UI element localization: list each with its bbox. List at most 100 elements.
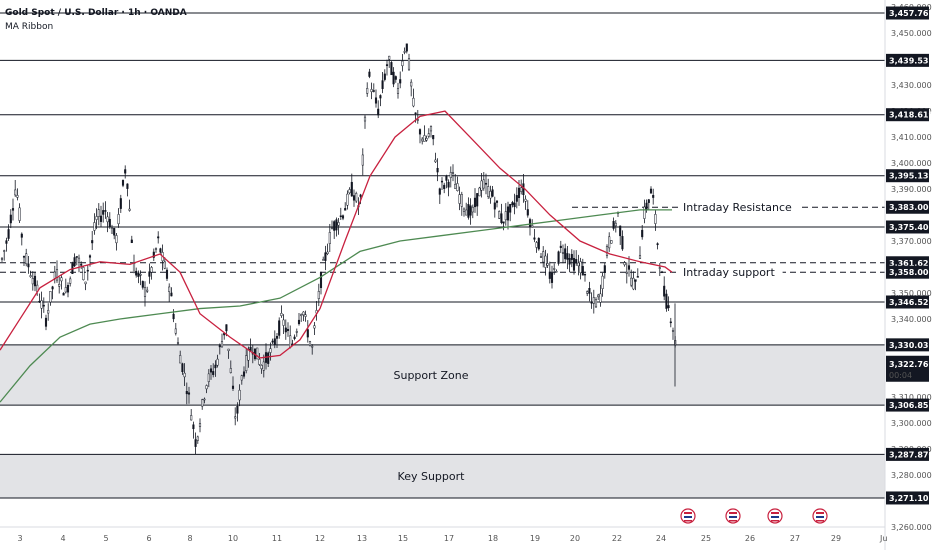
candle-body xyxy=(324,252,327,261)
candle-body xyxy=(128,208,131,211)
candle-body xyxy=(313,325,316,329)
candle-body xyxy=(58,283,61,287)
candle-body xyxy=(553,268,556,270)
candle-body xyxy=(339,215,342,218)
candle-body xyxy=(29,275,32,278)
time-tick-label: 17 xyxy=(444,534,454,543)
candle-body xyxy=(280,313,283,316)
ma-fast-line xyxy=(0,110,673,359)
candle-body xyxy=(528,219,532,228)
candle-body xyxy=(335,219,338,231)
candle-body xyxy=(33,275,37,287)
candle-body xyxy=(440,180,444,183)
candle-body xyxy=(297,319,301,325)
candle-body xyxy=(544,255,547,268)
candle-body xyxy=(350,181,353,197)
level-price-tag-label: 3,383.000 xyxy=(889,203,932,212)
candle-body xyxy=(240,375,243,381)
indicator-label[interactable]: MA Ribbon xyxy=(5,22,54,32)
candle-body xyxy=(667,305,670,309)
candle-body xyxy=(456,183,459,191)
candle-body xyxy=(311,345,314,348)
candle-body xyxy=(522,183,525,196)
level-price-tag xyxy=(886,200,929,214)
candle-body xyxy=(258,359,261,365)
candle-body xyxy=(660,271,664,274)
candle-body xyxy=(150,267,153,273)
candle-body xyxy=(205,385,208,390)
candle-body xyxy=(346,193,349,206)
candle-body xyxy=(665,293,668,309)
candle-body xyxy=(498,211,501,219)
candle-body xyxy=(368,71,371,77)
candle-body xyxy=(229,368,232,373)
candle-body xyxy=(47,310,50,314)
candle-body xyxy=(108,218,111,228)
candle-body xyxy=(379,95,382,99)
candle-body xyxy=(405,43,408,52)
candle-body xyxy=(388,55,391,60)
candle-body xyxy=(7,229,10,239)
candle-body xyxy=(51,286,54,290)
candle-body xyxy=(509,203,512,213)
level-price-tag xyxy=(886,6,929,20)
time-tick-label: 8 xyxy=(187,534,192,543)
candle-body xyxy=(603,265,606,273)
chart-title: Gold Spot / U.S. Dollar · 1h · OANDA xyxy=(5,8,187,18)
current-price-countdown: 00:04 xyxy=(889,371,912,380)
level-price-tag-label: 3,375.400 xyxy=(889,223,932,232)
price-tick-label: 3,410.000 xyxy=(891,133,932,142)
candle-body xyxy=(242,371,246,377)
candle-body xyxy=(583,273,587,276)
level-price-tag xyxy=(886,53,929,67)
candle-body xyxy=(630,277,633,286)
us-event-icon[interactable] xyxy=(812,508,828,524)
candle-body xyxy=(143,287,147,297)
us-event-icon[interactable] xyxy=(680,508,696,524)
candle-body xyxy=(194,439,197,447)
candle-body xyxy=(482,179,485,189)
candle-body xyxy=(203,398,206,401)
candle-body xyxy=(165,269,169,279)
support-zone-label: Support Zone xyxy=(394,369,469,382)
time-tick-label: 20 xyxy=(570,534,580,543)
candle-body xyxy=(449,172,452,178)
time-tick-label: 26 xyxy=(745,534,755,543)
candle-body xyxy=(550,272,554,283)
candle-body xyxy=(293,336,296,339)
candle-body xyxy=(539,255,543,258)
price-tick-label: 3,430.000 xyxy=(891,81,932,90)
candle-body xyxy=(187,392,191,395)
candle-body xyxy=(526,209,529,216)
candle-body xyxy=(443,184,446,189)
candle-body xyxy=(97,209,100,217)
candle-body xyxy=(214,364,217,369)
candle-body xyxy=(608,236,611,249)
level-price-tag xyxy=(886,220,929,234)
candle-body xyxy=(148,271,151,277)
key-support-zone xyxy=(0,454,885,498)
candle-body xyxy=(392,71,395,85)
level-price-tag-label: 3,395.139 xyxy=(889,172,932,181)
candle-body xyxy=(586,291,589,294)
us-event-icon[interactable] xyxy=(767,508,783,524)
candle-body xyxy=(480,180,483,191)
us-event-icon[interactable] xyxy=(725,508,741,524)
candle-body xyxy=(381,80,384,89)
candle-body xyxy=(22,256,26,258)
time-tick-label: 10 xyxy=(228,534,238,543)
candle-body xyxy=(590,301,593,304)
candle-body xyxy=(238,389,241,401)
time-tick-label: 15 xyxy=(398,534,408,543)
candle-body xyxy=(546,263,549,266)
level-annotation: Intraday Resistance xyxy=(683,201,792,214)
time-tick-label: 27 xyxy=(790,534,800,543)
candle-body xyxy=(502,221,505,224)
candle-body xyxy=(152,251,155,258)
candle-body xyxy=(44,317,48,327)
candle-body xyxy=(645,202,648,210)
candle-body xyxy=(126,183,129,189)
candle-body xyxy=(511,202,514,206)
candle-body xyxy=(225,324,228,332)
